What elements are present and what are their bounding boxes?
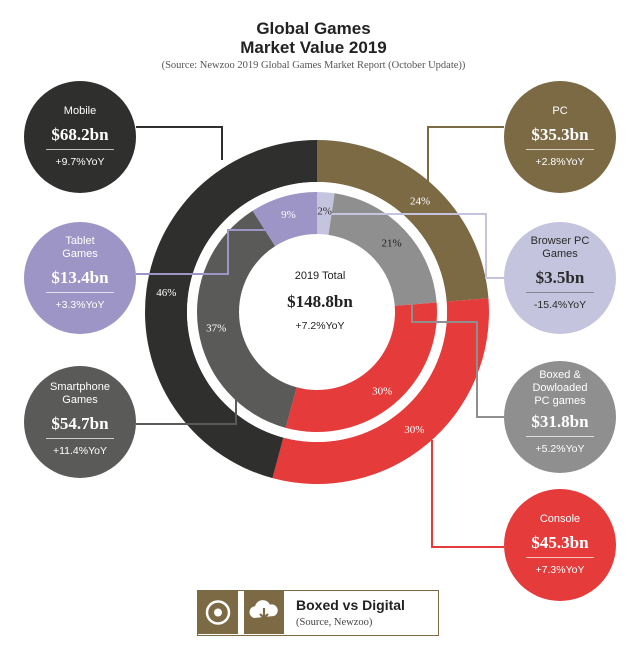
bubble-smartphone: Smartphone Games $54.7bn +11.4%YoY — [24, 366, 136, 478]
bubble-name: Mobile — [63, 105, 97, 117]
bubble-value: $3.5bn — [535, 268, 585, 287]
chart-title-line1: Global Games — [256, 19, 371, 38]
bubble-yoy: +2.8%YoY — [535, 156, 585, 168]
leader-lines — [136, 126, 504, 548]
outer-ring-slice-mobile — [144, 139, 317, 479]
outer-ring-slice-console — [272, 298, 489, 484]
bubble-value: $45.3bn — [531, 533, 589, 552]
cloud-download-icon — [244, 591, 284, 634]
bubble-yoy: +7.3%YoY — [535, 564, 585, 576]
inner-ring-label-browser-pc-games: 2% — [317, 205, 332, 217]
bubble-divider — [46, 149, 114, 150]
bubble-name: Boxed & Dowloaded PC games — [532, 369, 588, 407]
outer-ring-slice-pc — [317, 140, 489, 302]
total-value: $148.8bn — [287, 292, 353, 311]
bubble-value: $31.8bn — [531, 412, 589, 431]
leader-line-pc — [427, 126, 504, 210]
inner-ring-slice-tablet-games — [252, 192, 317, 247]
bubble-name: PC — [552, 105, 568, 117]
bubble-name: Console — [539, 513, 581, 525]
inner-ring-label-boxed-dowloaded-pc-games: 21% — [381, 237, 401, 249]
bubble-yoy: +9.7%YoY — [55, 156, 105, 168]
inner-ring-slice-console — [285, 302, 437, 433]
inner-ring-label-smartphone-games: 37% — [206, 322, 226, 334]
bubble-value: $35.3bn — [531, 125, 589, 144]
leader-line-tablet — [136, 229, 265, 275]
outer-ring — [144, 139, 489, 484]
outer-ring-label-pc: 24% — [410, 195, 430, 207]
bubble-divider — [46, 292, 114, 293]
bubble-divider — [46, 438, 114, 439]
inner-ring-slice-smartphone-games — [197, 210, 297, 428]
chart-source: (Source: Newzoo 2019 Global Games Market… — [161, 60, 466, 71]
bubble-pc: PC $35.3bn +2.8%YoY — [504, 81, 616, 193]
bubble-name: Tablet Games — [62, 235, 98, 260]
inner-ring-label-console: 30% — [372, 385, 392, 397]
bubble-divider — [526, 149, 594, 150]
bubble-value: $54.7bn — [51, 414, 109, 433]
bubble-value: $68.2bn — [51, 125, 109, 144]
bubble-divider — [526, 436, 594, 437]
inner-ring — [197, 192, 437, 433]
outer-ring-label-mobile: 46% — [156, 287, 176, 299]
bubble-value: $13.4bn — [51, 268, 109, 287]
bubble-yoy: -15.4%YoY — [533, 299, 587, 311]
bubble-mobile: Mobile $68.2bn +9.7%YoY — [24, 81, 136, 193]
bubble-tablet: Tablet Games $13.4bn +3.3%YoY — [24, 222, 136, 334]
bubble-divider — [526, 557, 594, 558]
disc-icon — [198, 591, 238, 634]
leader-line-smartphone — [136, 395, 237, 425]
bubble-name: Smartphone Games — [50, 381, 110, 406]
bubble-yoy: +3.3%YoY — [55, 299, 105, 311]
outer-ring-label-console: 30% — [404, 424, 424, 436]
inner-ring-slice-boxed-dowloaded-pc-games — [328, 193, 437, 306]
footer-box: Boxed vs Digital (Source, Newzoo) — [197, 590, 439, 636]
bubble-yoy: +11.4%YoY — [52, 445, 107, 457]
footer-title: Boxed vs Digital — [296, 597, 405, 613]
leader-line-browser — [329, 213, 504, 279]
bubble-name: Browser PC Games — [530, 235, 590, 260]
total-title: 2019 Total — [294, 270, 346, 282]
leader-line-boxed — [411, 298, 504, 418]
inner-ring-slice-browser-pc-games — [317, 192, 335, 235]
leader-line-mobile — [136, 126, 223, 160]
bubble-yoy: +5.2%YoY — [535, 443, 585, 455]
inner-ring-label-tablet-games: 9% — [281, 209, 296, 221]
total-summary: 2019 Total $148.8bn +7.2%YoY — [268, 270, 372, 332]
percent-labels: 24% 30% 46% 2% 21% 30% 37% 9% — [156, 195, 430, 435]
total-yoy: +7.2%YoY — [295, 320, 345, 332]
footer-source: (Source, Newzoo) — [296, 617, 373, 628]
bubble-browser: Browser PC Games $3.5bn -15.4%YoY — [504, 222, 616, 334]
bubble-boxed: Boxed & Dowloaded PC games $31.8bn +5.2%… — [504, 361, 616, 473]
chart-title-line2: Market Value 2019 — [240, 38, 387, 57]
leader-line-console — [431, 440, 504, 548]
bubble-divider — [526, 292, 594, 293]
bubble-console: Console $45.3bn +7.3%YoY — [504, 489, 616, 601]
